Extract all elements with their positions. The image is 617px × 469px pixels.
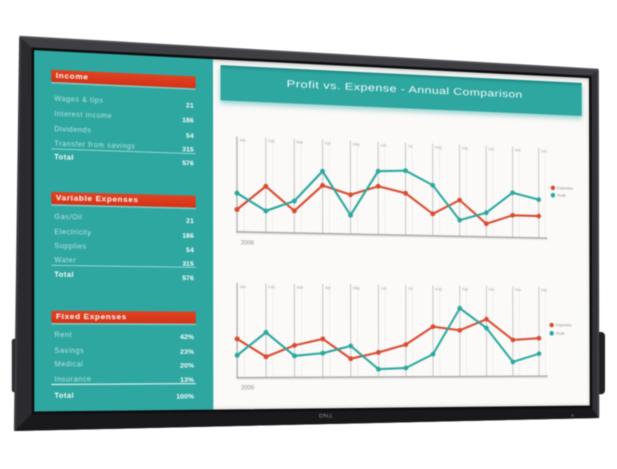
svg-text:Profit: Profit bbox=[556, 331, 565, 335]
svg-text:Apr: Apr bbox=[325, 285, 332, 290]
svg-text:Feb: Feb bbox=[268, 139, 275, 144]
svg-text:Dec: Dec bbox=[541, 288, 547, 293]
svg-text:Nov: Nov bbox=[515, 148, 522, 153]
svg-text:May: May bbox=[353, 285, 361, 290]
svg-text:Sep: Sep bbox=[462, 287, 469, 292]
svg-text:Jul: Jul bbox=[408, 286, 413, 291]
svg-text:Mar: Mar bbox=[297, 285, 304, 290]
svg-text:Profit: Profit bbox=[557, 193, 566, 198]
svg-text:Oct: Oct bbox=[489, 287, 495, 292]
svg-text:Jun: Jun bbox=[381, 286, 388, 291]
svg-text:Jul: Jul bbox=[408, 144, 413, 149]
svg-text:2006: 2006 bbox=[241, 240, 255, 247]
svg-text:Aug: Aug bbox=[435, 145, 442, 150]
svg-text:May: May bbox=[353, 142, 361, 147]
svg-text:Aug: Aug bbox=[435, 286, 442, 291]
svg-text:Mar: Mar bbox=[296, 140, 303, 145]
svg-text:Oct: Oct bbox=[488, 147, 494, 152]
svg-text:Nov: Nov bbox=[515, 287, 522, 292]
svg-text:Expenses: Expenses bbox=[556, 323, 572, 328]
svg-text:Sep: Sep bbox=[462, 146, 469, 151]
svg-text:2006: 2006 bbox=[241, 385, 255, 392]
svg-text:Expenses: Expenses bbox=[557, 186, 573, 191]
svg-text:Jan: Jan bbox=[239, 138, 246, 143]
svg-text:Jun: Jun bbox=[380, 143, 387, 148]
svg-text:Feb: Feb bbox=[268, 284, 275, 289]
svg-text:Dec: Dec bbox=[541, 149, 547, 154]
svg-text:Jan: Jan bbox=[239, 284, 246, 289]
svg-text:Apr: Apr bbox=[325, 141, 332, 146]
